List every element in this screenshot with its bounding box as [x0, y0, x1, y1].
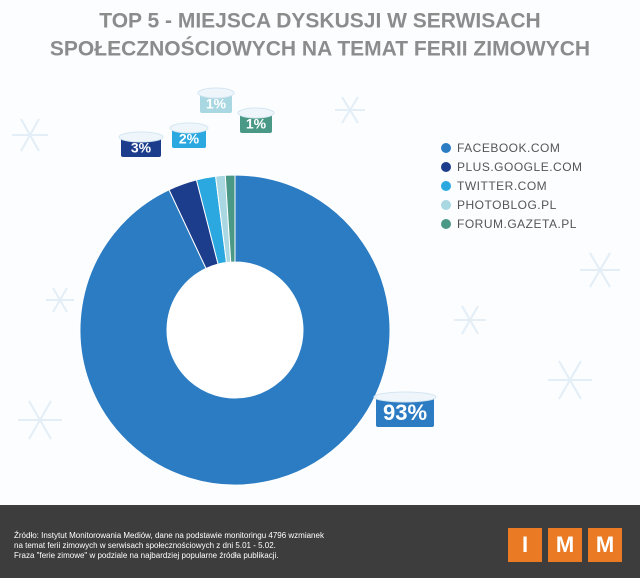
snow-cap: [237, 107, 275, 119]
label-box: [376, 397, 434, 427]
legend-swatch: [441, 219, 451, 229]
title-line: SPOŁECZNOŚCIOWYCH NA TEMAT FERII ZIMOWYC…: [50, 37, 590, 61]
label-box: [172, 128, 206, 148]
donut-hole: [168, 263, 302, 397]
source-text: Źródło: Instytut Monitorowania Mediów, d…: [14, 531, 325, 540]
snow-cap: [169, 122, 209, 134]
data-label: 1%: [246, 116, 267, 132]
logo-square: [588, 528, 622, 562]
data-label: 93%: [383, 400, 427, 425]
legend-swatch: [441, 200, 451, 210]
snow-cap: [373, 391, 437, 403]
legend-swatch: [441, 181, 451, 191]
donut-slice: [224, 174, 236, 263]
logo-letter: M: [596, 532, 614, 557]
logo-square: [508, 528, 542, 562]
source-text: Fraza "ferie zimowe" w podziale na najba…: [14, 551, 278, 560]
logo-letter: M: [556, 532, 574, 557]
snow-cap: [197, 87, 235, 99]
legend-swatch: [441, 162, 451, 172]
legend: FACEBOOK.COM PLUS.GOOGLE.COM TWITTER.COM PH…: [441, 141, 583, 231]
legend-label: FACEBOOK.COM: [457, 141, 560, 155]
donut-chart: 93% 3% 2% 1% 1%: [79, 87, 437, 486]
legend-label: PHOTOBLOG.PL: [457, 198, 557, 212]
footer: Źródło: Instytut Monitorowania Mediów, d…: [14, 528, 622, 562]
snow-cap: [118, 131, 164, 143]
title-line: TOP 5 - MIEJSCA DYSKUSJI W SERWISACH: [99, 10, 540, 33]
logo-square: [548, 528, 582, 562]
logo-letter: I: [522, 532, 528, 557]
legend-swatch: [441, 143, 451, 153]
label-box: [121, 137, 161, 157]
source-text: na temat ferii zimowych w serwisach społ…: [14, 541, 276, 550]
data-label: 1%: [206, 96, 227, 112]
donut-slice: [79, 174, 391, 486]
legend-label: PLUS.GOOGLE.COM: [457, 160, 583, 174]
legend-label: FORUM.GAZETA.PL: [457, 217, 577, 231]
legend-label: TWITTER.COM: [457, 179, 547, 193]
data-label: 3%: [131, 140, 152, 156]
data-label: 2%: [179, 131, 200, 147]
snowflakes: [12, 96, 620, 440]
